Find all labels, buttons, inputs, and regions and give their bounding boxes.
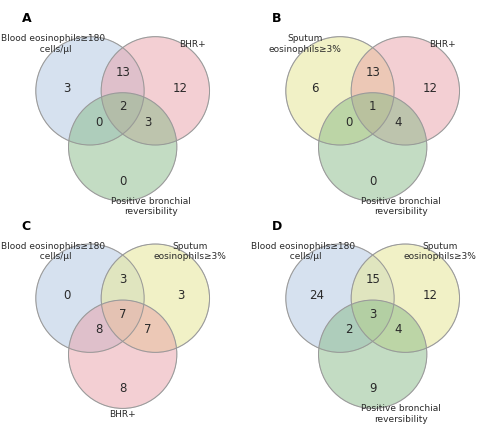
Circle shape: [101, 37, 210, 145]
Text: 0: 0: [96, 116, 103, 129]
Text: 3: 3: [119, 273, 126, 286]
Circle shape: [36, 37, 144, 145]
Text: Positive bronchial
reversibility: Positive bronchial reversibility: [360, 404, 440, 424]
Text: 7: 7: [119, 308, 126, 321]
Text: C: C: [22, 220, 31, 233]
Text: BHR+: BHR+: [430, 40, 456, 49]
Text: A: A: [22, 13, 32, 25]
Text: BHR+: BHR+: [180, 40, 206, 49]
Text: 3: 3: [369, 308, 376, 321]
Text: 13: 13: [365, 66, 380, 79]
Text: 12: 12: [423, 82, 438, 95]
Circle shape: [68, 93, 177, 201]
Text: 0: 0: [369, 175, 376, 188]
Text: 12: 12: [423, 289, 438, 302]
Text: 0: 0: [63, 289, 70, 302]
Text: 8: 8: [119, 382, 126, 395]
Circle shape: [36, 244, 144, 353]
Circle shape: [318, 93, 427, 201]
Text: 13: 13: [115, 66, 130, 79]
Text: 24: 24: [309, 289, 324, 302]
Circle shape: [351, 244, 460, 353]
Text: Sputum
eosinophils≥3%: Sputum eosinophils≥3%: [154, 242, 226, 261]
Circle shape: [68, 300, 177, 408]
Text: Positive bronchial
reversibility: Positive bronchial reversibility: [360, 197, 440, 216]
Text: 6: 6: [311, 82, 318, 95]
Text: 1: 1: [369, 100, 376, 113]
Text: 2: 2: [119, 100, 126, 113]
Text: Positive bronchial
reversibility: Positive bronchial reversibility: [110, 197, 190, 216]
Circle shape: [286, 244, 394, 353]
Text: 0: 0: [346, 116, 353, 129]
Text: 0: 0: [119, 175, 126, 188]
Text: 4: 4: [394, 116, 402, 129]
Text: Blood eosinophils≥180
  cells/μl: Blood eosinophils≥180 cells/μl: [0, 35, 104, 54]
Text: Blood eosinophils≥180
  cells/μl: Blood eosinophils≥180 cells/μl: [0, 242, 104, 261]
Text: Blood eosinophils≥180
  cells/μl: Blood eosinophils≥180 cells/μl: [250, 242, 354, 261]
Text: 3: 3: [177, 289, 184, 302]
Text: 8: 8: [96, 324, 103, 337]
Text: 9: 9: [369, 382, 376, 395]
Circle shape: [351, 37, 460, 145]
Text: 3: 3: [63, 82, 70, 95]
Text: 15: 15: [365, 273, 380, 286]
Circle shape: [101, 244, 210, 353]
Text: B: B: [272, 13, 281, 25]
Text: 7: 7: [144, 324, 152, 337]
Text: 12: 12: [173, 82, 188, 95]
Text: Sputum
eosinophils≥3%: Sputum eosinophils≥3%: [269, 35, 342, 54]
Text: 2: 2: [346, 324, 353, 337]
Text: 4: 4: [394, 324, 402, 337]
Text: Sputum
eosinophils≥3%: Sputum eosinophils≥3%: [404, 242, 476, 261]
Text: 3: 3: [144, 116, 152, 129]
Text: BHR+: BHR+: [110, 410, 136, 419]
Circle shape: [318, 300, 427, 408]
Text: D: D: [272, 220, 282, 233]
Circle shape: [286, 37, 394, 145]
